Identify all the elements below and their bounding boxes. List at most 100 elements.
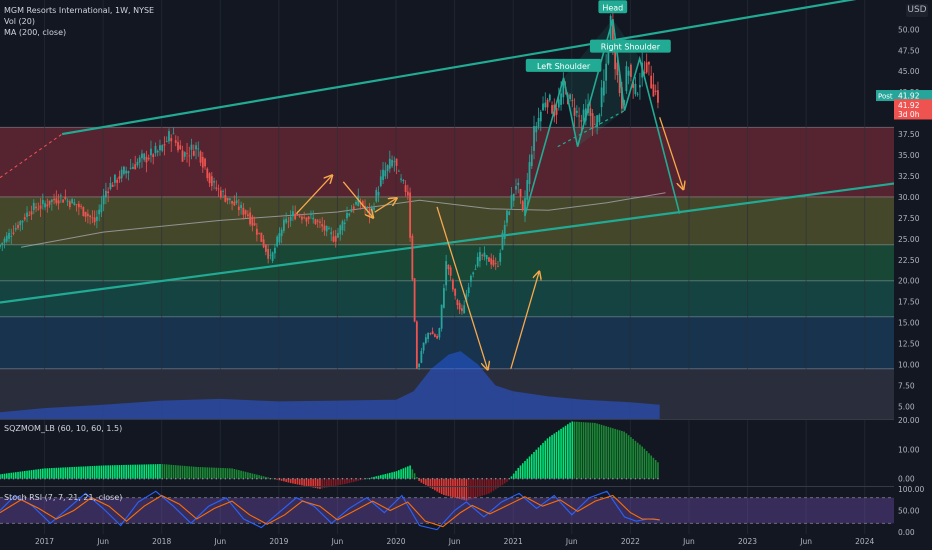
sqzmom-legend[interactable]: SQZMOM_LB (60, 10, 60, 1.5) — [4, 423, 122, 434]
candle-body — [321, 224, 324, 227]
candle-body — [388, 158, 391, 169]
candle-body — [260, 232, 263, 242]
candle-body — [181, 150, 184, 162]
candle-body — [249, 212, 252, 225]
momentum-bar — [66, 467, 69, 479]
squeeze-dot — [242, 477, 245, 480]
candle-body — [127, 171, 130, 174]
momentum-bar — [159, 464, 161, 479]
candle-body — [382, 169, 384, 181]
momentum-bar — [652, 457, 655, 479]
squeeze-dot — [404, 477, 407, 480]
momentum-bar — [229, 468, 231, 479]
momentum-bar — [152, 464, 155, 479]
candle-body — [314, 219, 317, 225]
squeeze-dot — [431, 477, 434, 480]
momentum-bar — [84, 466, 87, 479]
candle-body — [485, 255, 488, 260]
squeeze-dot — [188, 477, 191, 480]
candle-body — [102, 195, 105, 205]
momentum-bar — [562, 427, 565, 479]
candle-body — [82, 207, 85, 217]
momentum-bar — [156, 464, 159, 479]
squeeze-dot — [3, 477, 6, 480]
candle-body — [431, 331, 434, 335]
momentum-bar — [411, 469, 414, 479]
momentum-bar — [136, 464, 139, 479]
momentum-bar — [125, 464, 127, 479]
candle-body — [231, 200, 233, 204]
momentum-bar — [226, 468, 229, 479]
candle-body — [413, 278, 416, 322]
candle-body — [494, 263, 497, 265]
squeeze-dot — [292, 477, 294, 480]
momentum-bar — [589, 422, 592, 479]
squeeze-dot — [643, 477, 646, 480]
time-tick-label: 2022 — [621, 537, 640, 546]
candle-body — [442, 288, 445, 308]
candle-body — [530, 154, 533, 167]
candle-body — [479, 251, 481, 262]
candle-body — [461, 308, 463, 312]
momentum-bar — [479, 478, 481, 497]
candle-body — [325, 226, 328, 232]
momentum-bar — [530, 454, 533, 479]
candle-body — [19, 221, 22, 226]
sqzmom-label: SQZMOM_LB (60, 10, 60, 1.5) — [4, 424, 123, 433]
candle-body — [3, 238, 6, 243]
momentum-bar — [102, 465, 105, 479]
squeeze-dot — [89, 477, 91, 480]
squeeze-dot — [274, 477, 276, 480]
momentum-bar — [168, 464, 170, 479]
momentum-bar — [416, 477, 418, 479]
candle-body — [634, 83, 637, 95]
momentum-bar — [199, 467, 202, 479]
momentum-bar — [587, 422, 589, 479]
candle-body — [352, 206, 355, 210]
candle-body — [46, 204, 49, 207]
candle-body — [555, 108, 558, 115]
momentum-bar — [138, 464, 141, 479]
candle-body — [488, 257, 490, 262]
candle-body — [440, 304, 443, 329]
candle-body — [364, 205, 366, 208]
momentum-bar — [174, 465, 177, 479]
momentum-bar — [643, 448, 646, 479]
momentum-bar — [612, 428, 614, 479]
momentum-bar — [373, 476, 375, 479]
price-tick-label: 37.50 — [898, 130, 920, 139]
stoch-legend[interactable]: Stoch RSI (7, 7, 21, 21, close) — [4, 492, 122, 503]
candle-body — [53, 198, 55, 201]
squeeze-dot — [634, 477, 637, 480]
momentum-bar — [323, 478, 326, 489]
momentum-bar — [170, 464, 173, 479]
candle-body — [528, 162, 531, 185]
symbol-legend[interactable]: MGM Resorts International, 1W, NYSE Vol … — [4, 5, 154, 38]
momentum-bar — [490, 478, 493, 493]
squeeze-dot — [652, 477, 655, 480]
squeeze-dot — [229, 477, 231, 480]
squeeze-dot — [458, 477, 461, 480]
candle-body — [445, 261, 448, 286]
candle-body — [420, 350, 423, 363]
currency-button[interactable]: USD — [906, 4, 928, 17]
momentum-bar — [576, 421, 578, 479]
pattern-label-text: Left Shoulder — [537, 62, 591, 71]
candle-body — [224, 194, 227, 202]
candle-body — [654, 90, 657, 92]
candle-body — [287, 221, 290, 223]
momentum-bar — [19, 471, 22, 479]
candle-body — [447, 264, 450, 270]
symbol-line: MGM Resorts International, 1W, NYSE — [4, 6, 155, 15]
squeeze-dot — [386, 477, 389, 480]
momentum-bar — [578, 421, 580, 479]
candle-body — [578, 115, 580, 117]
squeeze-momentum-pane — [0, 419, 932, 501]
momentum-bar — [197, 466, 200, 479]
momentum-bar — [431, 478, 434, 490]
candle-body — [222, 191, 224, 193]
momentum-bar — [154, 464, 157, 479]
candle-body — [501, 232, 504, 250]
